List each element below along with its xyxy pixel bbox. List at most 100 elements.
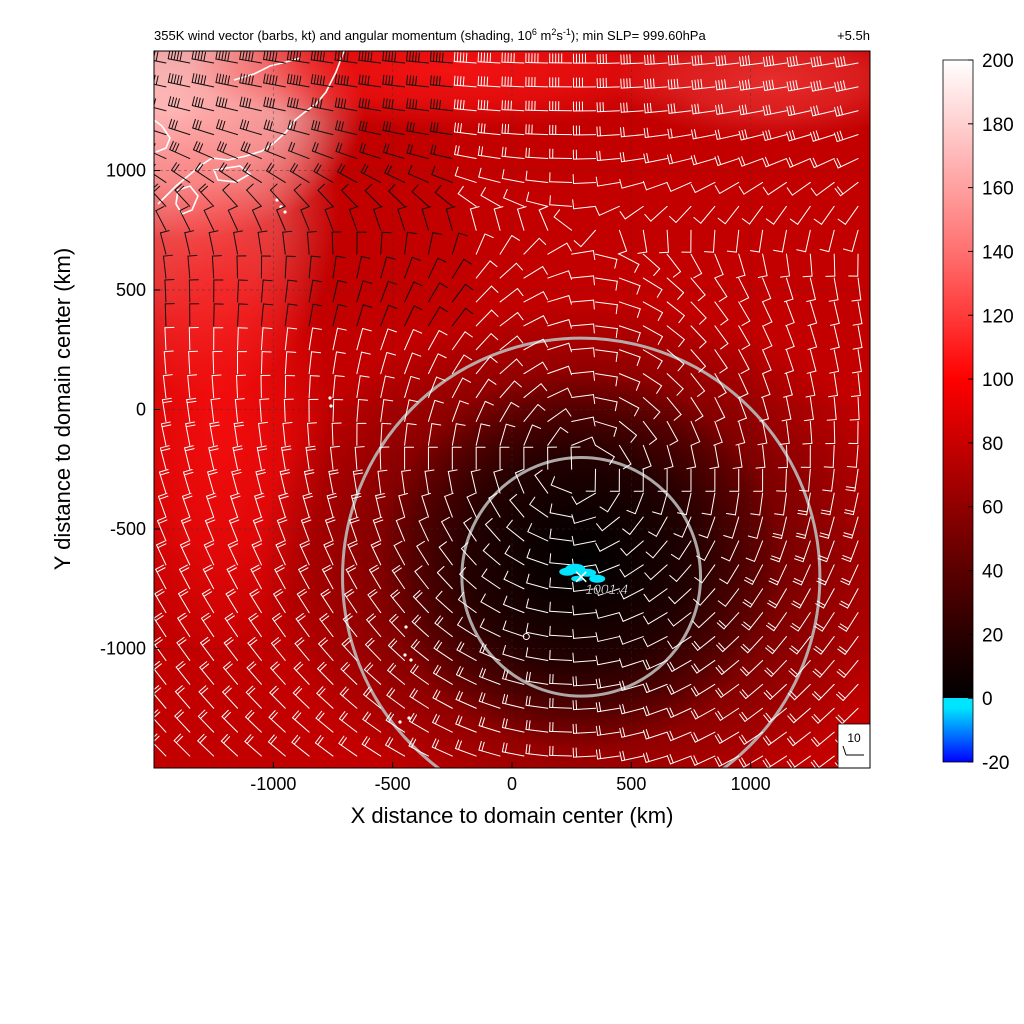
wind-barb: [184, 445, 195, 470]
wind-barb-feather: [224, 612, 234, 619]
wind-barb-shaft: [767, 755, 787, 768]
wind-barb-feather: [341, 712, 348, 722]
wind-barb-feather: [459, 123, 462, 134]
wind-barb-feather: [493, 206, 504, 210]
wind-barb: [618, 325, 641, 342]
wind-barb: [231, 469, 242, 494]
wind-barb-feather: [200, 51, 204, 62]
wind-barb-shaft: [234, 399, 239, 422]
wind-barb-shaft: [618, 349, 641, 358]
wind-barb-feather: [678, 315, 685, 324]
wind-barb: [666, 730, 692, 742]
wind-barb: [222, 183, 239, 207]
wind-barb-shaft: [286, 59, 310, 64]
wind-barb: [618, 349, 641, 367]
wind-barb-feather: [312, 327, 322, 330]
wind-barb-feather: [837, 218, 846, 225]
wind-barb-feather: [666, 154, 671, 165]
wind-barb-feather: [173, 97, 178, 108]
wind-barb: [445, 206, 456, 231]
wind-barb-shaft: [308, 303, 314, 327]
wind-barb: [620, 102, 644, 113]
wind-barb-feather: [538, 237, 547, 246]
wind-barb-shaft: [571, 347, 595, 351]
wind-barb-feather: [289, 74, 293, 85]
wind-barb-shaft: [457, 624, 477, 638]
wind-barb-shaft: [570, 446, 573, 470]
wind-barb-shaft: [525, 133, 549, 136]
wind-barb-feather: [659, 251, 669, 254]
wind-barb-feather: [187, 374, 198, 377]
wind-barb: [525, 52, 549, 64]
wind-barb-feather: [767, 622, 777, 629]
wind-barb-feather: [525, 191, 530, 202]
wind-barb: [387, 638, 406, 661]
wind-barb-shaft: [154, 60, 167, 64]
wind-barb: [484, 518, 501, 542]
wind-barb: [828, 277, 839, 302]
wind-barb-feather: [218, 51, 221, 61]
wind-barb-shaft: [447, 471, 453, 494]
wind-barb-shaft: [284, 255, 287, 279]
wind-barb: [268, 710, 286, 733]
wind-barb: [451, 331, 473, 351]
wind-barb-shaft: [571, 370, 595, 375]
wind-barb: [284, 375, 296, 399]
wind-barb-feather: [354, 446, 365, 448]
wind-barb: [499, 262, 523, 279]
wind-barb-feather: [757, 275, 768, 279]
wind-barb: [571, 250, 596, 261]
wind-barb: [380, 304, 398, 327]
wind-barb-shaft: [618, 277, 641, 287]
wind-barb-feather: [525, 671, 528, 682]
wind-barb-feather: [549, 577, 551, 588]
wind-barb-feather: [227, 540, 237, 546]
wind-barb-feather: [295, 98, 299, 109]
wind-barb-shaft: [785, 301, 795, 324]
wind-barb: [225, 588, 239, 614]
wind-barb-shaft: [797, 205, 811, 225]
wind-barb: [313, 163, 334, 183]
wind-barb-shaft: [358, 129, 382, 136]
wind-barb: [380, 280, 398, 303]
wind-barb-feather: [244, 164, 251, 173]
colorbar-tick-label-0: -20: [982, 753, 1009, 774]
y-axis-label: Y distance to domain center (km): [50, 248, 75, 570]
wind-barb-feather: [272, 612, 281, 620]
wind-barb-shaft: [478, 700, 501, 709]
wind-barb: [248, 612, 262, 638]
wind-barb: [213, 279, 224, 303]
wind-barb-feather: [565, 408, 572, 417]
wind-barb: [414, 565, 429, 590]
wind-barb-feather: [203, 540, 213, 546]
wind-barb-feather: [388, 613, 397, 622]
wind-barb-shaft: [690, 397, 704, 417]
wind-barb-shaft: [291, 741, 310, 757]
wind-barb-feather: [156, 516, 167, 522]
wind-barb-feather: [677, 292, 685, 300]
wind-barb: [739, 683, 764, 700]
wind-barb-feather: [738, 759, 745, 768]
wind-barb: [690, 154, 716, 166]
wind-barb-shaft: [222, 691, 239, 709]
wind-barb-shaft: [799, 588, 811, 609]
wind-barb-feather: [373, 519, 384, 524]
wind-barb-feather: [290, 97, 293, 108]
wind-barb-feather: [842, 535, 853, 539]
wind-barb-feather: [246, 143, 251, 153]
wind-barb-feather: [666, 663, 673, 672]
wind-barb-feather: [382, 143, 387, 153]
wind-barb: [167, 51, 191, 64]
wind-barb-shaft: [768, 707, 787, 723]
wind-barb-shaft: [436, 572, 453, 590]
wind-barb-feather: [694, 128, 697, 139]
wind-barb-feather: [431, 738, 437, 748]
wind-barb: [848, 253, 859, 277]
wind-barb: [294, 637, 310, 661]
wind-barb-feather: [386, 165, 392, 175]
wind-barb: [434, 185, 453, 207]
wind-barb-shaft: [427, 330, 440, 351]
wind-barb-feather: [463, 258, 473, 265]
wind-barb: [382, 121, 406, 136]
wind-barb-feather: [791, 645, 800, 653]
